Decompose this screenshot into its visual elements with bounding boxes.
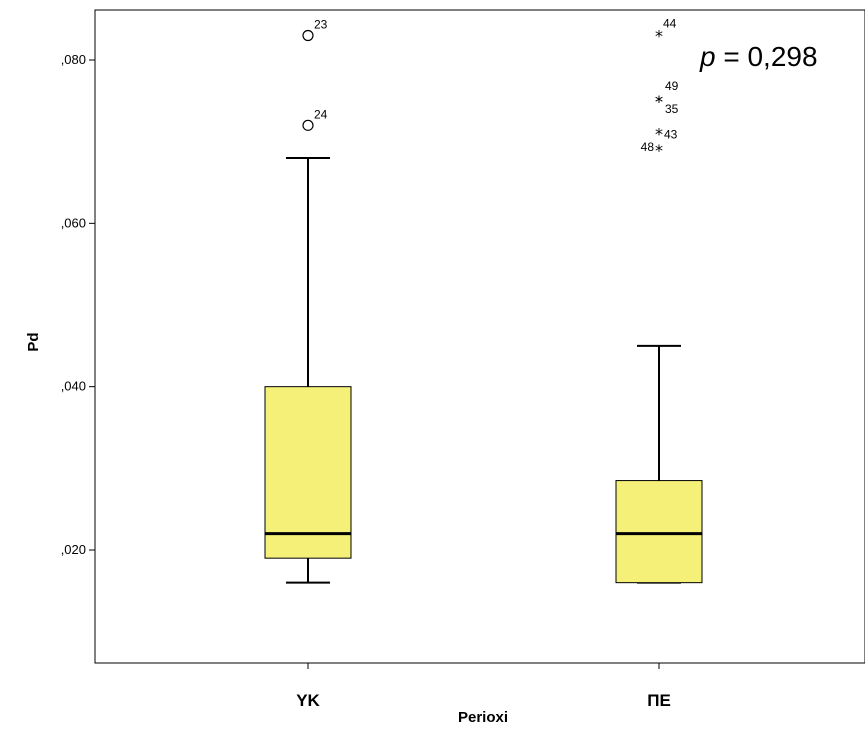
- x-axis: YK ΠΕ: [296, 663, 671, 710]
- outlier-circle: [302, 29, 314, 42]
- box-iqr: [615, 480, 703, 584]
- x-category-label: YK: [296, 691, 320, 710]
- y-tick-label: ,020: [61, 542, 86, 557]
- outlier-star: *: [655, 27, 663, 46]
- x-category-label: ΠΕ: [647, 691, 671, 710]
- p-value-symbol: p: [699, 41, 716, 72]
- box-group: *44*49* 35* 43*48: [615, 17, 703, 584]
- y-axis-title: Pd: [25, 332, 42, 351]
- outlier-star: *: [655, 125, 663, 144]
- plot-frame: [94, 9, 865, 664]
- p-value-text: = 0,298: [716, 41, 818, 72]
- outlier-circle: [302, 119, 314, 131]
- outlier-label: 43: [664, 128, 678, 142]
- outlier-label: 49: [665, 79, 679, 93]
- outlier-label: 24: [314, 107, 328, 121]
- outlier-label: 44: [663, 17, 677, 31]
- outlier-star: *: [655, 92, 663, 111]
- y-tick-label: ,060: [61, 215, 86, 230]
- outlier-star: *: [655, 141, 663, 160]
- outlier-label: 35: [665, 102, 679, 116]
- outlier-star: *: [655, 92, 663, 111]
- x-axis-title: Perioxi: [458, 709, 508, 726]
- boxes-layer: 23 24 *44*49* 35* 43*48: [264, 17, 703, 584]
- y-tick-label: ,080: [61, 52, 86, 67]
- outlier-label: 23: [314, 18, 328, 32]
- p-value-annotation: p = 0,298: [699, 41, 818, 72]
- outlier-label: 48: [641, 140, 655, 154]
- box-group: 23 24: [264, 18, 352, 584]
- y-axis: ,020 ,040 ,060 ,080: [61, 52, 95, 557]
- y-tick-label: ,040: [61, 379, 86, 394]
- box-iqr: [264, 386, 352, 559]
